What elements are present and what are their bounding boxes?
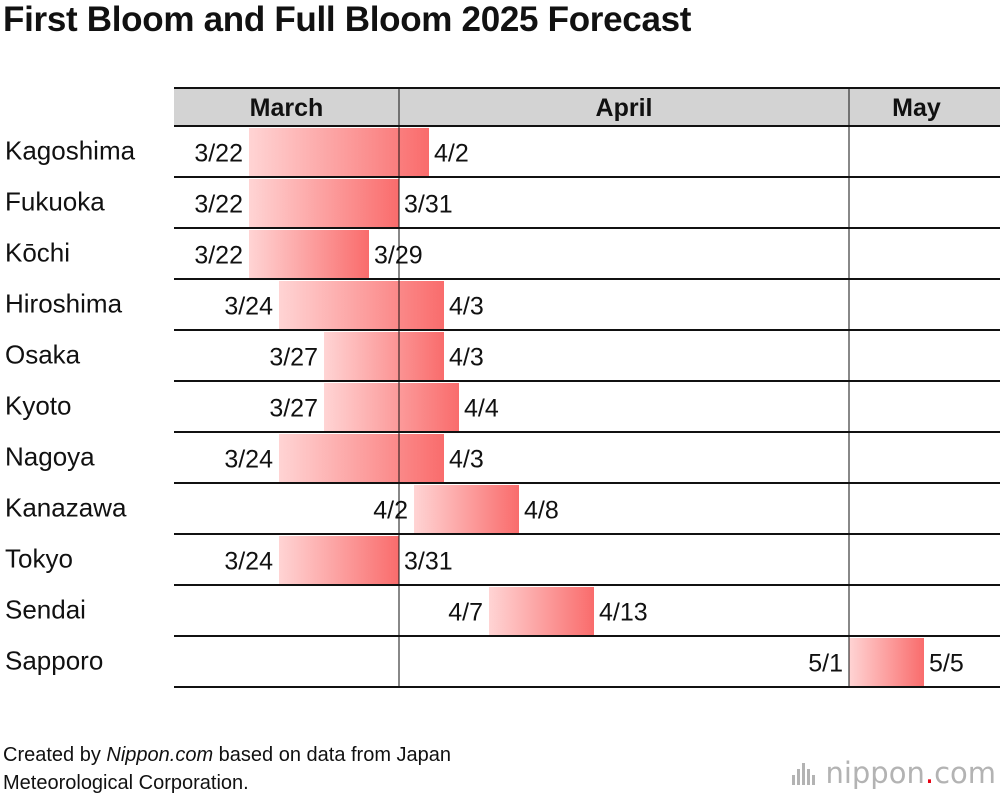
header-band bbox=[174, 88, 1000, 126]
bloom-bar bbox=[414, 485, 519, 533]
footnote-prefix: Created by bbox=[3, 744, 107, 766]
full-bloom-label: 4/8 bbox=[524, 497, 559, 525]
bloom-bar bbox=[324, 383, 459, 431]
bloom-bar bbox=[324, 332, 444, 380]
city-label: Tokyo bbox=[5, 544, 73, 574]
full-bloom-label: 3/31 bbox=[404, 548, 453, 576]
bloom-bar bbox=[849, 638, 924, 686]
first-bloom-label: 3/22 bbox=[194, 140, 243, 168]
city-label: Osaka bbox=[5, 340, 81, 370]
bloom-bar bbox=[249, 128, 429, 176]
bloom-bar bbox=[279, 536, 399, 584]
footnote-source-name: Nippon.com bbox=[106, 744, 214, 766]
first-bloom-label: 5/1 bbox=[808, 650, 843, 678]
bloom-bar bbox=[249, 230, 369, 278]
first-bloom-label: 3/24 bbox=[224, 548, 273, 576]
full-bloom-label: 5/5 bbox=[929, 650, 964, 678]
first-bloom-label: 3/27 bbox=[269, 395, 318, 423]
first-bloom-label: 4/2 bbox=[373, 497, 408, 525]
footnote: Created by Nippon.com based on data from… bbox=[3, 741, 451, 797]
nippon-logo: nippon. com bbox=[792, 756, 996, 790]
first-bloom-label: 3/22 bbox=[194, 242, 243, 270]
full-bloom-label: 4/3 bbox=[449, 446, 484, 474]
full-bloom-label: 4/3 bbox=[449, 293, 484, 321]
month-label-march: March bbox=[250, 94, 324, 122]
full-bloom-label: 4/13 bbox=[599, 599, 648, 627]
city-label: Sapporo bbox=[5, 646, 103, 676]
logo-text-suffix: com bbox=[934, 756, 996, 790]
first-bloom-label: 3/24 bbox=[224, 293, 273, 321]
first-bloom-label: 3/22 bbox=[194, 191, 243, 219]
full-bloom-label: 4/3 bbox=[449, 344, 484, 372]
city-label: Kagoshima bbox=[5, 136, 136, 166]
logo-dot: . bbox=[924, 756, 935, 790]
first-bloom-label: 3/27 bbox=[269, 344, 318, 372]
city-label: Kōchi bbox=[5, 238, 70, 268]
bloom-bar bbox=[489, 587, 594, 635]
full-bloom-label: 3/29 bbox=[374, 242, 423, 270]
city-label: Fukuoka bbox=[5, 187, 105, 217]
month-label-may: May bbox=[892, 94, 941, 122]
chart-title: First Bloom and Full Bloom 2025 Forecast bbox=[3, 0, 692, 39]
footnote-line-2: Meteorological Corporation. bbox=[3, 772, 249, 794]
bloom-bar bbox=[279, 281, 444, 329]
bloom-chart: March April May Kagoshima 3/22 4/2 Fukuoka 3/22… bbox=[5, 87, 1000, 688]
city-label: Sendai bbox=[5, 595, 86, 625]
city-label: Hiroshima bbox=[5, 289, 123, 319]
first-bloom-label: 4/7 bbox=[448, 599, 483, 627]
bloom-bar bbox=[249, 179, 399, 227]
full-bloom-label: 3/31 bbox=[404, 191, 453, 219]
month-label-april: April bbox=[596, 94, 653, 122]
full-bloom-label: 4/2 bbox=[434, 140, 469, 168]
city-label: Kyoto bbox=[5, 391, 72, 421]
bloom-bar bbox=[279, 434, 444, 482]
logo-text-main: nippon bbox=[825, 756, 925, 790]
city-label: Kanazawa bbox=[5, 493, 127, 523]
logo-bars-icon bbox=[792, 761, 817, 785]
first-bloom-label: 3/24 bbox=[224, 446, 273, 474]
footnote-suffix: based on data from Japan bbox=[213, 744, 452, 766]
full-bloom-label: 4/4 bbox=[464, 395, 499, 423]
footnote-line-1: Created by Nippon.com based on data from… bbox=[3, 741, 451, 769]
city-label: Nagoya bbox=[5, 442, 95, 472]
